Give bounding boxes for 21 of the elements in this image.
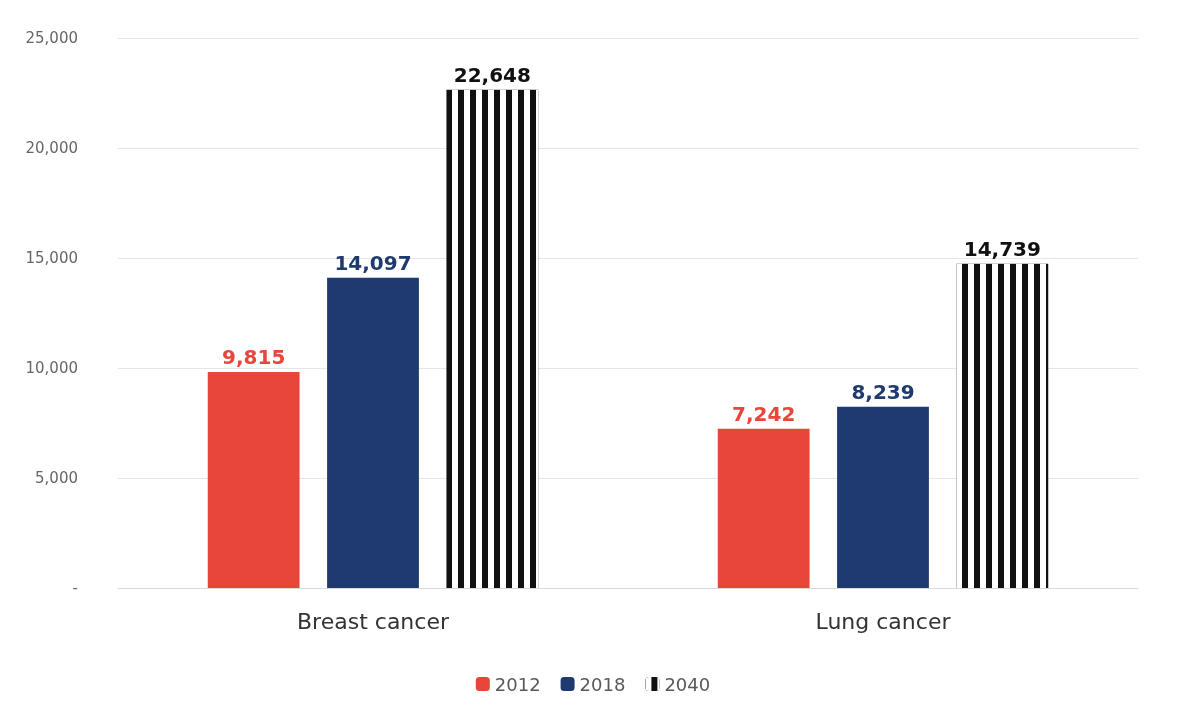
y-tick-label: 20,000 (25, 139, 78, 157)
legend-label: 2040 (664, 673, 711, 695)
y-tick-label: - (72, 579, 78, 597)
data-label: 22,648 (453, 62, 531, 87)
data-label: 8,239 (851, 379, 915, 404)
legend-label: 2018 (579, 673, 626, 695)
bar (327, 277, 419, 588)
y-tick-label: 15,000 (25, 249, 78, 267)
y-tick-label: 5,000 (35, 469, 78, 487)
bar (207, 372, 300, 588)
bar (837, 406, 929, 588)
data-label: 14,097 (334, 250, 412, 275)
legend-label: 2012 (494, 673, 541, 695)
y-tick-label: 10,000 (25, 359, 78, 377)
x-tick-label: Breast cancer (297, 608, 450, 634)
data-label: 14,739 (963, 236, 1041, 261)
bar (717, 428, 810, 588)
data-label: 9,815 (222, 345, 286, 370)
x-tick-label: Lung cancer (815, 608, 952, 634)
y-tick-label: 25,000 (25, 29, 78, 47)
data-label: 7,242 (732, 401, 796, 426)
